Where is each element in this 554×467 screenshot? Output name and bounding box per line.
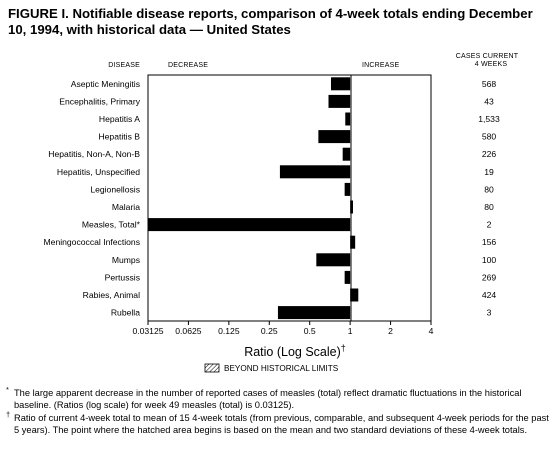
cases-count: 100 (482, 255, 497, 265)
header-decrease: DECREASE (168, 62, 208, 69)
header-cases-line2: 4 WEEKS (475, 61, 508, 68)
ratio-bar (350, 235, 356, 249)
cases-count: 80 (484, 184, 494, 194)
legend-swatch (204, 363, 220, 373)
footnote-ratio: † Ratio of current 4-week total to mean o… (6, 409, 550, 437)
x-tick-label: 0.03125 (132, 326, 163, 336)
x-tick-label: 0.25 (261, 326, 278, 336)
x-axis-title-mark: † (341, 343, 346, 353)
disease-label: Pertussis (105, 272, 140, 282)
x-axis-title: Ratio (Log Scale)† (244, 343, 346, 359)
cases-count: 226 (482, 149, 497, 159)
footnote-mark: * (6, 385, 9, 394)
disease-label: Encephalitis, Primary (59, 96, 140, 106)
disease-label: Measles, Total* (82, 220, 141, 230)
disease-label: Aseptic Meningitis (71, 79, 140, 89)
disease-label: Hepatitis A (99, 114, 140, 124)
x-tick-label: 0.5 (304, 326, 316, 336)
ratio-bar (328, 94, 351, 108)
disease-label: Mumps (112, 255, 140, 265)
ratio-bar (316, 253, 351, 267)
x-tick-label: 1 (348, 326, 353, 336)
cases-count: 19 (484, 167, 494, 177)
ratio-bar (344, 270, 351, 284)
bar-rows: Aseptic Meningitis 568 Encephalitis, Prima… (44, 77, 500, 320)
legend-label: BEYOND HISTORICAL LIMITS (224, 364, 339, 373)
ratio-bar (342, 147, 351, 161)
disease-label: Hepatitis, Unspecified (57, 167, 140, 177)
disease-label: Rabies, Animal (83, 290, 140, 300)
cases-count: 580 (482, 132, 497, 142)
ratio-bar (279, 165, 351, 179)
cases-count: 1,533 (478, 114, 500, 124)
cases-count: 80 (484, 202, 494, 212)
cases-count: 269 (482, 272, 497, 282)
ratio-bar (148, 218, 351, 232)
footnote-measles: * The large apparent decrease in the numb… (6, 385, 550, 412)
cases-count: 2 (487, 220, 492, 230)
header-cases-line1: CASES CURRENT (456, 53, 519, 60)
ratio-bar (344, 182, 351, 196)
disease-label: Legionellosis (90, 184, 140, 194)
cases-count: 424 (482, 290, 497, 300)
footnote-text: The large apparent decrease in the numbe… (14, 388, 522, 411)
ratio-bar (330, 77, 351, 91)
cases-count: 568 (482, 79, 497, 89)
ratio-bar (350, 200, 353, 214)
disease-label: Hepatitis B (98, 132, 140, 142)
chart: DISEASE DECREASE INCREASE CASES CURRENT … (44, 53, 519, 373)
x-tick-label: 4 (429, 326, 434, 336)
footnotes: * The large apparent decrease in the numb… (6, 385, 550, 437)
footnote-text: Ratio of current 4-week total to mean of… (14, 412, 549, 436)
figure-title: FIGURE I. Notifiable disease reports, co… (8, 6, 533, 37)
disease-label: Meningococcal Infections (44, 237, 141, 247)
x-axis-ticks: 0.03125 0.0625 0.125 0.25 0.5 1 2 4 (132, 321, 434, 336)
x-tick-label: 2 (388, 326, 393, 336)
cases-count: 3 (487, 308, 492, 318)
disease-label: Malaria (112, 202, 140, 212)
cases-count: 156 (482, 237, 497, 247)
header-disease: DISEASE (108, 62, 140, 69)
header-increase: INCREASE (362, 62, 400, 69)
x-tick-label: 0.125 (218, 326, 240, 336)
plot-frame (147, 74, 432, 322)
disease-label: Rubella (111, 308, 140, 318)
x-tick-label: 0.0625 (175, 326, 202, 336)
cases-count: 43 (484, 96, 494, 106)
ratio-bar (350, 288, 359, 302)
ratio-bar (345, 112, 351, 126)
disease-label: Hepatitis, Non-A, Non-B (48, 149, 140, 159)
footnote-mark: † (6, 409, 11, 419)
ratio-bar (318, 130, 351, 144)
ratio-bar (277, 306, 351, 320)
